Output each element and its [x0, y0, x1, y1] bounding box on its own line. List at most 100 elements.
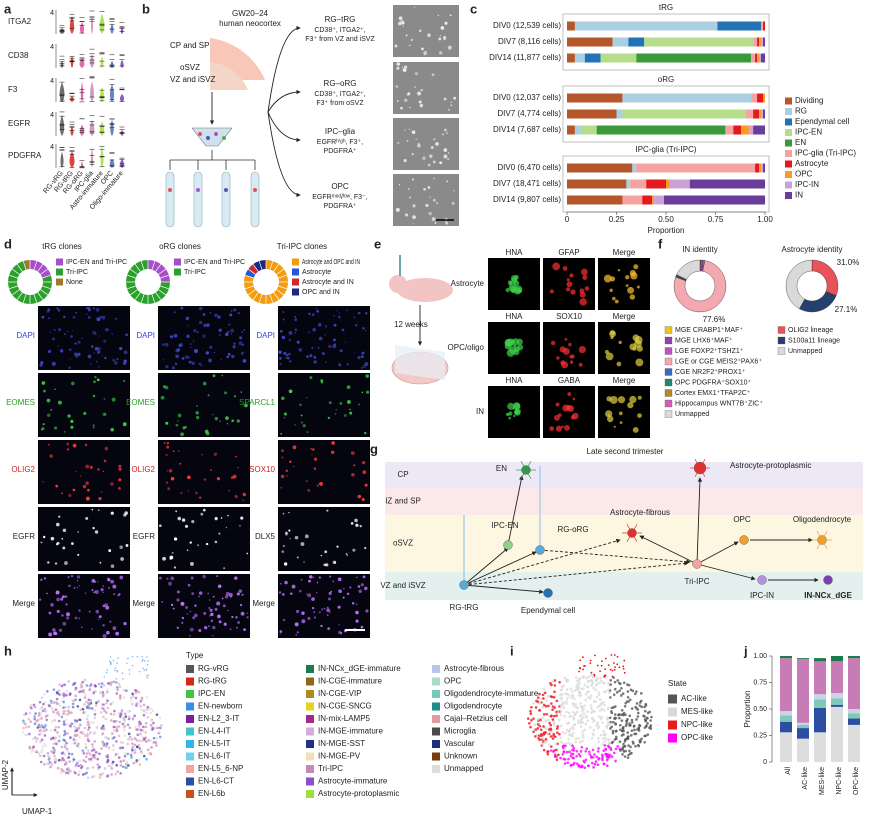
- violin: [89, 119, 95, 136]
- donut-divider: [151, 294, 156, 304]
- micrograph-signal: [288, 331, 293, 335]
- micrograph-signal: [165, 481, 169, 484]
- micrograph-signal: [565, 287, 571, 292]
- umap-point: [90, 759, 94, 763]
- umap-point: [55, 701, 58, 704]
- micrograph-signal: [333, 323, 337, 327]
- umap-point: [611, 731, 615, 735]
- umap-point: [544, 731, 547, 734]
- micrograph-signal: [439, 34, 442, 37]
- umap-point: [565, 688, 569, 691]
- umap-point: [155, 736, 159, 740]
- umap-point: [86, 737, 90, 741]
- umap-point: [73, 733, 77, 737]
- micrograph-signal: [278, 591, 282, 594]
- umap-point: [622, 681, 626, 685]
- donut-divider: [151, 260, 156, 270]
- micrograph-signal: [175, 423, 179, 427]
- umap-point: [131, 717, 135, 720]
- micrograph-signal: [123, 379, 126, 382]
- bar-segment: [797, 738, 809, 762]
- umap-point: [620, 719, 624, 722]
- x-axis-label: UMAP-1: [22, 807, 53, 816]
- panel-label: b: [142, 1, 150, 16]
- micrograph-signal: [176, 590, 180, 594]
- micrograph-signal: [516, 338, 523, 346]
- axis-tick-label: 4: [50, 10, 54, 17]
- micrograph-signal: [51, 361, 56, 366]
- micrograph-signal: [326, 606, 329, 609]
- stain-label: GABA: [558, 376, 581, 385]
- umap-point: [635, 718, 638, 721]
- umap-point: [116, 770, 119, 773]
- umap-point: [542, 748, 546, 752]
- x-tick-label: 0.75: [708, 215, 724, 224]
- stain-label: DAPI: [256, 331, 275, 340]
- umap-point: [33, 736, 37, 740]
- umap-point: [618, 666, 621, 669]
- umap-point: [544, 719, 548, 723]
- micrograph-signal: [630, 272, 638, 280]
- legend-swatch: [664, 336, 673, 345]
- umap-point: [96, 768, 100, 771]
- micrograph-signal: [98, 615, 102, 619]
- micrograph-signal: [186, 334, 190, 339]
- bar-segment: [757, 37, 760, 47]
- umap-point: [135, 759, 139, 762]
- micrograph-signal: [187, 324, 189, 327]
- umap-point: [29, 703, 33, 707]
- bar-segment: [780, 711, 792, 716]
- umap-point: [146, 715, 150, 719]
- umap-point: [582, 656, 584, 659]
- legend-label: Astrocyte-immature: [318, 777, 388, 786]
- micrograph-signal: [194, 613, 198, 618]
- umap-point: [606, 757, 610, 760]
- umap-point: [643, 715, 646, 718]
- micrograph-signal: [75, 311, 78, 314]
- micrograph-signal: [362, 461, 366, 465]
- umap-point: [613, 716, 616, 720]
- micrograph: [393, 5, 459, 57]
- umap-point: [83, 710, 87, 714]
- umap-point: [638, 704, 642, 707]
- umap-point: [547, 714, 551, 718]
- micrograph-signal: [349, 411, 353, 415]
- umap-point: [128, 669, 131, 671]
- umap-point: [78, 724, 81, 727]
- micrograph-signal: [87, 354, 92, 359]
- micrograph-signal: [48, 317, 50, 320]
- micrograph-signal: [177, 516, 182, 521]
- umap-point: [549, 723, 553, 727]
- umap-point: [52, 688, 56, 691]
- umap-point: [625, 719, 628, 723]
- umap-point: [149, 707, 152, 710]
- umap-point: [62, 694, 66, 698]
- micrograph-signal: [221, 597, 224, 600]
- umap-point: [542, 688, 546, 691]
- umap-point: [589, 726, 592, 729]
- micrograph-signal: [57, 328, 62, 332]
- bar-segment: [797, 659, 809, 723]
- umap-point: [37, 752, 41, 755]
- umap-point: [143, 669, 145, 671]
- micrograph-signal: [355, 603, 358, 605]
- branch-text: PDGFRA⁺: [324, 148, 357, 155]
- umap-point: [64, 706, 67, 709]
- umap-point: [59, 771, 63, 775]
- umap-point: [109, 656, 112, 658]
- micrograph-signal: [450, 101, 452, 103]
- micrograph-signal: [99, 561, 102, 564]
- umap-point: [67, 705, 70, 709]
- umap-point: [144, 740, 148, 744]
- arrow: [507, 475, 524, 546]
- legend-swatch: [785, 97, 792, 105]
- umap-point: [583, 766, 587, 769]
- umap-point: [600, 664, 603, 667]
- micrograph-signal: [398, 16, 403, 21]
- umap-point: [50, 737, 53, 741]
- layer: [385, 488, 863, 515]
- micrograph-signal: [561, 361, 569, 369]
- arrow: [463, 551, 537, 586]
- umap-point: [639, 699, 643, 703]
- umap-point: [91, 766, 95, 769]
